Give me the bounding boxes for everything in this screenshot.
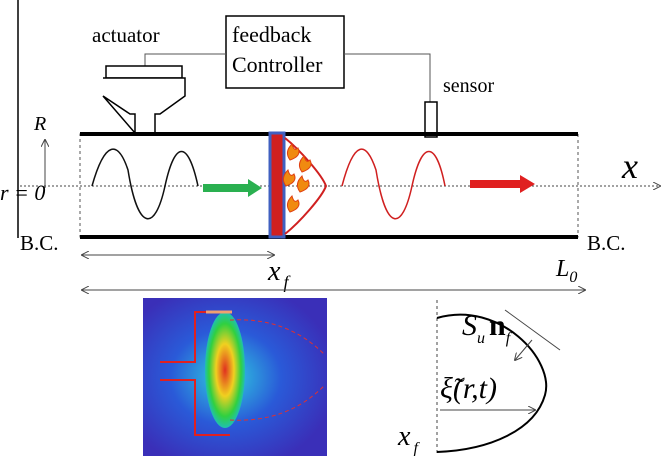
normal-arrow xyxy=(515,340,532,360)
radial-label: R xyxy=(33,113,46,135)
length-label: L0 xyxy=(555,256,577,286)
sensor-label: sensor xyxy=(443,75,494,97)
flame-core xyxy=(205,312,245,428)
displacement-label: ξ̃(r,t) xyxy=(440,372,497,405)
symbol: n xyxy=(489,309,506,342)
controller-label: Controller xyxy=(232,52,323,77)
tangent xyxy=(505,310,560,350)
subscript: u xyxy=(477,330,485,347)
actuator-top xyxy=(106,66,182,78)
acoustic-wave xyxy=(342,149,445,219)
symbol: x xyxy=(267,256,281,287)
sensor xyxy=(425,102,437,137)
axial-label: x xyxy=(621,146,638,186)
symbol: x xyxy=(397,421,411,452)
flame-holder xyxy=(270,133,284,237)
wire xyxy=(145,54,226,66)
symbol: S xyxy=(462,309,477,342)
boundary-label: B.C. xyxy=(20,231,59,255)
axis-origin-label: r = 0 xyxy=(0,180,45,205)
red-arrow xyxy=(470,175,535,193)
subscript: f xyxy=(283,272,291,292)
green-arrow xyxy=(203,179,262,197)
flames xyxy=(283,144,311,212)
actuator-label: actuator xyxy=(92,23,160,47)
symbol: L xyxy=(555,256,569,282)
diagram: feedback Controller actuator sensor R r … xyxy=(0,0,665,456)
acoustic-wave xyxy=(92,149,198,219)
controller-label: feedback xyxy=(232,22,311,47)
actuator-body xyxy=(103,78,185,133)
subscript: f xyxy=(413,440,420,456)
wire xyxy=(344,54,430,102)
boundary-label: B.C. xyxy=(587,231,626,255)
subscript: 0 xyxy=(569,269,577,286)
